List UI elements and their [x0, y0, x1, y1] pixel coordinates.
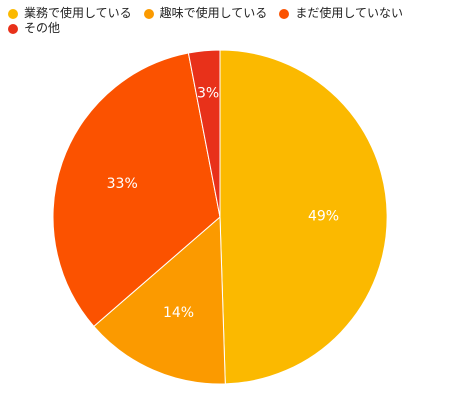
- legend-item-business: 業務で使用している: [8, 6, 132, 21]
- legend-swatch-business: [8, 8, 18, 19]
- pie-slice-other: [187, 49, 221, 218]
- pie-slices: [52, 49, 388, 385]
- pie-label-hobby: 14%: [163, 305, 194, 321]
- pie-slice-labels: 49% 14% 33% 3%: [107, 85, 339, 321]
- legend-swatch-hobby: [143, 8, 154, 19]
- legend-row-1: 業務で使用している 趣味で使用している まだ使用していない: [8, 6, 448, 21]
- legend-label-hobby: 趣味で使用している: [159, 6, 268, 20]
- pie-label-not-yet: 33%: [107, 176, 138, 192]
- pie-slice-hobby: [93, 215, 226, 385]
- pie-label-other: 3%: [197, 85, 219, 101]
- legend-item-not-yet: まだ使用していない: [279, 6, 403, 21]
- pie-label-business: 49%: [308, 208, 339, 224]
- legend-label-not-yet: まだ使用していない: [295, 6, 403, 20]
- legend-swatch-not-yet: [279, 8, 290, 19]
- pie-slice-business: [219, 49, 388, 385]
- legend-row-2: その他: [8, 21, 448, 36]
- legend-item-other: その他: [8, 21, 60, 36]
- legend-item-hobby: 趣味で使用している: [143, 6, 268, 21]
- legend-label-business: 業務で使用している: [24, 6, 132, 20]
- legend-label-other: その他: [24, 21, 61, 35]
- pie-slice-not-yet: [52, 52, 221, 328]
- chart-legend: 業務で使用している 趣味で使用している まだ使用していない その他: [8, 6, 448, 36]
- legend-swatch-other: [8, 23, 18, 34]
